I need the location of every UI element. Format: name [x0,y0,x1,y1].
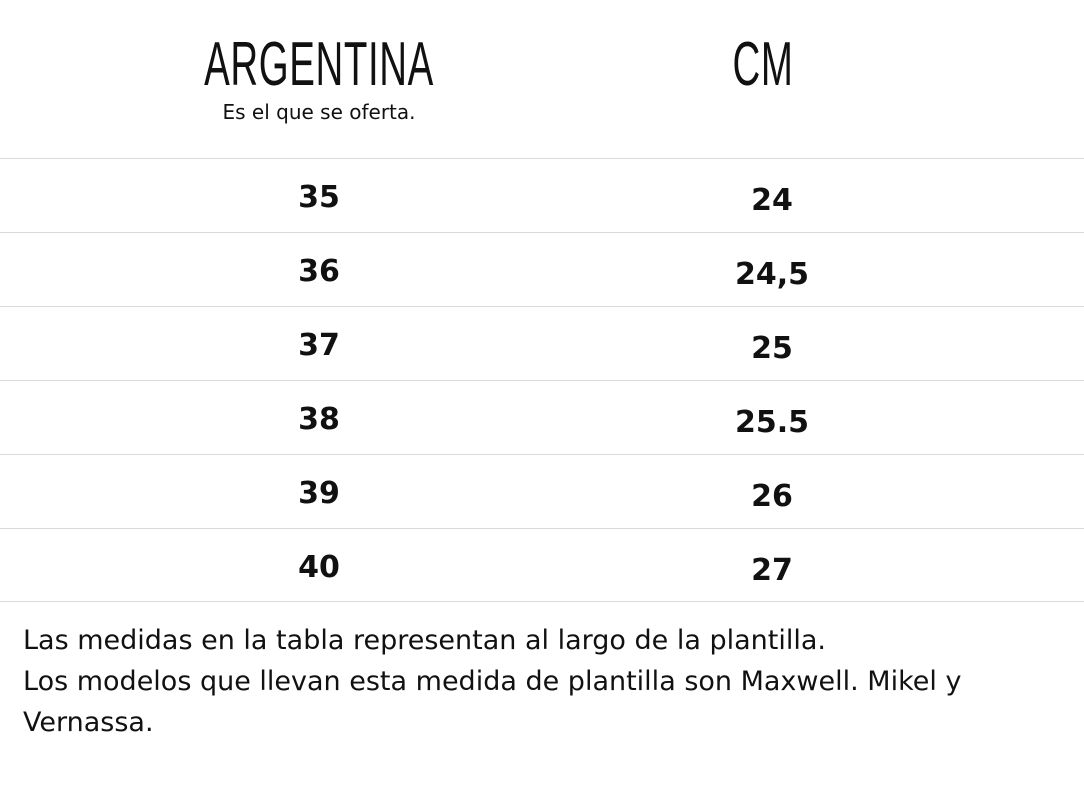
cell-cm-length: 27 [751,553,793,588]
cell-argentina-size: 37 [298,328,340,363]
footer-note-models: Los modelos que llevan esta medida de pl… [23,666,962,738]
table-row: 39 26 [0,454,1084,528]
size-table: 35 24 36 24,5 37 25 38 25.5 39 26 40 27 [0,158,1084,602]
cell-cm-length: 24,5 [734,257,810,292]
table-row: 38 25.5 [0,380,1084,454]
column-header-cm: CM [732,30,794,99]
cell-argentina-size: 40 [298,550,340,585]
table-row: 40 27 [0,528,1084,602]
table-row: 36 24,5 [0,232,1084,306]
cell-argentina-size: 39 [298,476,340,511]
cell-argentina-size: 38 [298,402,340,437]
table-header: ARGENTINA Es el que se oferta. CM [0,0,1084,158]
column-header-argentina-note: Es el que se oferta. [222,100,416,124]
footer-note-measurement: Las medidas en la tabla representan al l… [23,625,826,656]
table-row: 37 25 [0,306,1084,380]
cell-argentina-size: 35 [298,180,340,215]
cell-cm-length: 26 [751,479,793,514]
cell-cm-length: 24 [751,183,793,218]
cell-cm-length: 25.5 [734,405,810,440]
cell-argentina-size: 36 [298,254,340,289]
footer-notes: Las medidas en la tabla representan al l… [23,620,1063,743]
column-header-argentina: ARGENTINA [204,30,434,99]
cell-cm-length: 25 [751,331,793,366]
table-row: 35 24 [0,158,1084,232]
